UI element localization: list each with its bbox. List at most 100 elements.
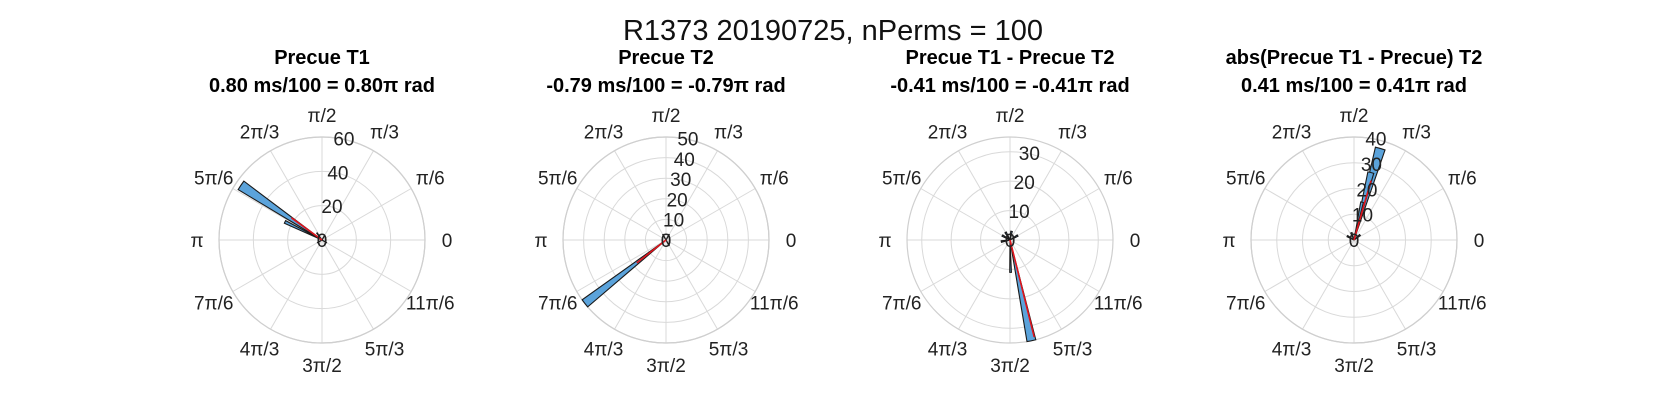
histogram-bar — [1353, 146, 1386, 241]
theta-tick-label: 11π/6 — [406, 294, 455, 315]
panel-title: Precue T1 — [274, 47, 370, 69]
theta-tick-label: 5π/6 — [194, 169, 234, 190]
r-tick-label: 30 — [1361, 155, 1382, 176]
histogram-bar — [1009, 234, 1019, 241]
panel-title: Precue T1 - Precue T2 — [906, 47, 1115, 69]
angular-gridline — [321, 239, 374, 330]
histogram-bar — [1353, 233, 1362, 241]
theta-tick-label: 3π/2 — [990, 356, 1030, 377]
theta-tick-label: 7π/6 — [1226, 294, 1266, 315]
theta-tick-label: 7π/6 — [194, 294, 234, 315]
polar-panel-2: Precue T2 -0.79 ms/100 = -0.79π rad 0 π/6 π/… — [534, 47, 798, 377]
histogram-bar — [321, 234, 326, 241]
theta-tick-label: 0 — [1130, 231, 1141, 252]
theta-tick-label: π — [534, 231, 547, 252]
polar-panels: Precue T1 0.80 ms/100 = 0.80π rad 0 π/6 π/3 π… — [190, 47, 1486, 377]
r-tick-label: 20 — [667, 190, 688, 211]
theta-tick-label: 11π/6 — [1094, 294, 1143, 315]
histogram-bar — [665, 233, 671, 241]
panel-subtitle: 0.41 ms/100 = 0.41π rad — [1241, 75, 1467, 97]
polar-axis-boundary — [1250, 136, 1458, 344]
theta-tick-label: 5π/3 — [709, 339, 749, 360]
theta-tick-label: 5π/3 — [365, 339, 405, 360]
r-tick-label: 30 — [670, 170, 691, 191]
angular-gridline — [665, 239, 756, 292]
theta-tick-label: 4π/3 — [584, 339, 624, 360]
theta-tick-label: 4π/3 — [928, 339, 968, 360]
angular-gridline — [920, 239, 1011, 292]
theta-tick-label: π/6 — [1448, 169, 1477, 190]
theta-tick-label: 7π/6 — [538, 294, 578, 315]
angular-gridline — [665, 239, 718, 330]
angular-gridline — [321, 188, 412, 241]
radial-gridline — [287, 205, 357, 275]
angular-gridline — [665, 150, 718, 241]
theta-tick-label: π/2 — [308, 106, 337, 127]
panel-subtitle: 0.80 ms/100 = 0.80π rad — [209, 75, 435, 97]
theta-tick-label: 4π/3 — [1272, 339, 1312, 360]
angular-gridline — [576, 188, 667, 241]
r-origin-label: 0 — [317, 231, 328, 252]
radial-gridline — [252, 170, 392, 310]
r-tick-label: 30 — [1019, 144, 1040, 165]
theta-tick-label: 11π/6 — [750, 294, 799, 315]
angular-gridline — [614, 239, 667, 330]
radial-gridline — [644, 218, 688, 262]
mean-vector-line — [1009, 239, 1035, 338]
panel-subtitle: -0.79 ms/100 = -0.79π rad — [546, 75, 785, 97]
mean-vector-line — [1353, 180, 1372, 241]
angular-gridline — [270, 150, 323, 241]
angular-gridline — [920, 188, 1011, 241]
angular-gridline — [1009, 239, 1100, 292]
radial-gridline — [1302, 188, 1406, 292]
histogram-bar — [661, 233, 667, 241]
radial-gridline — [583, 157, 749, 323]
r-tick-label: 20 — [1356, 180, 1377, 201]
angular-gridline — [1009, 150, 1062, 241]
theta-tick-label: π/6 — [416, 169, 445, 190]
theta-tick-label: π/3 — [1402, 123, 1431, 144]
histogram-bar — [1000, 239, 1011, 243]
theta-tick-label: 5π/6 — [538, 169, 578, 190]
r-tick-label: 50 — [677, 130, 698, 151]
r-tick-label: 10 — [1009, 202, 1030, 223]
theta-tick-label: 2π/3 — [1272, 123, 1312, 144]
radial-gridline — [1327, 213, 1381, 267]
histogram-bar — [1001, 234, 1011, 241]
theta-tick-label: π/2 — [652, 106, 681, 127]
histogram-bar — [1009, 230, 1013, 241]
r-tick-label: 40 — [1365, 130, 1386, 151]
theta-tick-label: 2π/3 — [240, 123, 280, 144]
theta-tick-label: 5π/6 — [882, 169, 922, 190]
angular-gridline — [958, 239, 1011, 330]
theta-tick-label: 3π/2 — [646, 356, 686, 377]
angular-gridline — [958, 150, 1011, 241]
angular-gridline — [1009, 239, 1062, 330]
theta-tick-label: π/2 — [996, 106, 1025, 127]
theta-tick-label: 5π/6 — [1226, 169, 1266, 190]
radial-gridline — [603, 177, 729, 303]
theta-tick-label: π/3 — [1058, 123, 1087, 144]
panel-title: Precue T2 — [618, 47, 714, 69]
theta-tick-label: 5π/3 — [1053, 339, 1093, 360]
theta-tick-label: 3π/2 — [1334, 356, 1374, 377]
r-tick-label: 10 — [1352, 206, 1373, 227]
theta-tick-label: π/2 — [1340, 106, 1369, 127]
histogram-bar — [283, 219, 323, 241]
angular-gridline — [576, 239, 667, 292]
angular-gridline — [614, 150, 667, 241]
radial-gridline — [624, 198, 708, 282]
r-origin-label: 0 — [661, 231, 672, 252]
theta-tick-label: 7π/6 — [882, 294, 922, 315]
histogram-bar — [665, 239, 671, 247]
theta-tick-label: 2π/3 — [928, 123, 968, 144]
histogram-bar — [1346, 234, 1355, 241]
polar-axis-boundary — [562, 136, 770, 344]
theta-tick-label: π — [1222, 231, 1235, 252]
theta-tick-label: π/3 — [370, 123, 399, 144]
theta-tick-label: 5π/3 — [1397, 339, 1437, 360]
r-tick-label: 60 — [333, 130, 354, 151]
histogram-bar — [1350, 231, 1355, 241]
r-tick-label: 20 — [1014, 173, 1035, 194]
